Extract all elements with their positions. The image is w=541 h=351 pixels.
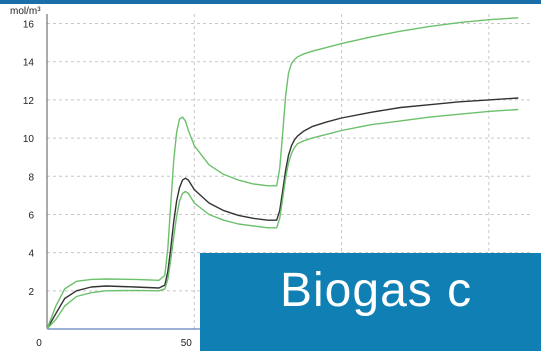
y-tick-label: 10 [23, 134, 35, 145]
x-tick-label: 0 [36, 338, 42, 349]
series-line-1 [46, 97, 519, 330]
y-tick-label: 2 [28, 287, 34, 298]
series-line-2 [46, 17, 519, 330]
y-tick-label: 4 [28, 249, 34, 260]
y-axis-label: mol/m³ [10, 6, 41, 17]
y-tick-label: 6 [28, 210, 34, 221]
x-tick-label: 50 [181, 338, 193, 349]
banner-text: Biogas c [280, 264, 473, 317]
y-tick-label: 14 [23, 58, 35, 69]
y-tick-labels: 2 4 6 8 10 12 14 16 [23, 20, 35, 298]
series-line-3 [46, 108, 519, 330]
y-tick-label: 12 [23, 96, 35, 107]
series-lines [46, 17, 519, 330]
y-tick-label: 8 [28, 172, 34, 183]
banner: Biogas c [200, 253, 541, 351]
top-accent-bar [0, 0, 541, 4]
y-tick-label: 16 [23, 20, 35, 31]
